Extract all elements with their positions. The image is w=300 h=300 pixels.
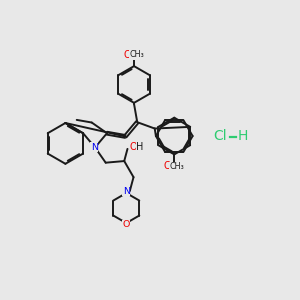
Text: CH₃: CH₃	[129, 50, 144, 59]
Text: CH₃: CH₃	[170, 162, 184, 171]
Text: O: O	[124, 50, 131, 60]
Text: N: N	[91, 143, 98, 152]
Text: Cl: Cl	[214, 130, 227, 143]
Text: O: O	[129, 142, 137, 152]
Text: N: N	[123, 187, 130, 196]
Text: O: O	[123, 220, 130, 229]
Text: H: H	[237, 130, 248, 143]
Text: H: H	[136, 142, 144, 152]
Text: O: O	[164, 161, 172, 171]
